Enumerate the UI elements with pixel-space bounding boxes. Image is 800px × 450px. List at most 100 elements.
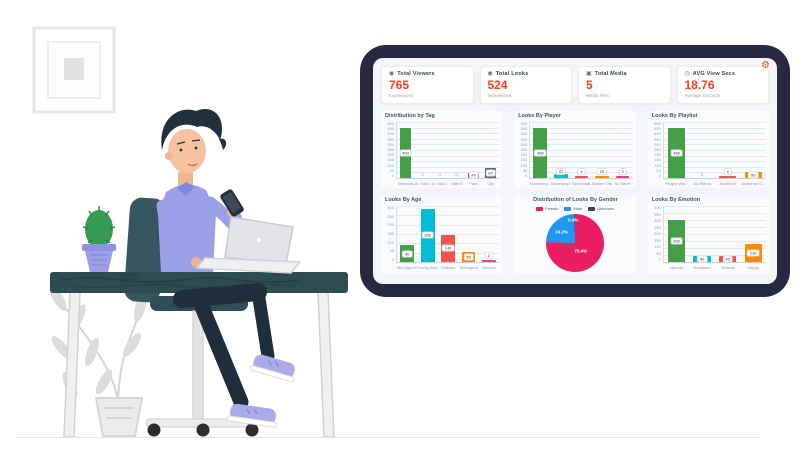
bar-slot: 0 xyxy=(414,122,431,178)
legend-item: Unknown xyxy=(588,206,614,211)
x-tick-label: Serious xyxy=(720,265,735,270)
y-tick-label: 300 xyxy=(654,218,661,223)
gridline xyxy=(397,138,500,140)
bar-slot: 4 xyxy=(715,122,741,178)
stat-sublabel: Impressions xyxy=(389,93,414,98)
stat-card-total-looks: ◉ Total Looks 524 Impressions xyxy=(479,66,572,104)
gridline xyxy=(397,234,500,235)
y-tick-label: 150 xyxy=(520,157,528,163)
bar-value-label: 37 xyxy=(555,168,567,175)
gridline xyxy=(663,220,766,221)
bar-slot: 0 xyxy=(448,122,465,178)
chart-title: Distribution by Tag xyxy=(385,113,435,119)
gridline xyxy=(530,166,633,168)
bar-slot: 2 xyxy=(479,206,499,262)
tablet-device: ⚙ ◉ Total Viewers 765 Impressions ◉ Tota… xyxy=(360,45,790,297)
gridline xyxy=(663,138,766,140)
y-axis: 500 450 400 350 300 250 200 150 100 50 0 xyxy=(384,122,396,178)
x-axis-labels: Mid Aged A...Young Adul...ChildrenTeenag… xyxy=(397,263,499,270)
stat-value: 18.76 xyxy=(684,78,715,92)
bar-slot: 450 xyxy=(397,122,414,178)
x-tick-label: Children xyxy=(440,265,456,270)
gridline xyxy=(530,144,633,146)
chart-looks-by-gender: Distribution of Looks By Gender Female Ma… xyxy=(514,195,636,274)
y-axis: 500 450 400 350 300 250 200 150 100 50 0 xyxy=(651,122,663,178)
y-tick-label: 0 xyxy=(658,172,661,178)
x-tick-label: Surprised xyxy=(693,265,711,270)
gridline xyxy=(663,166,766,168)
gridline xyxy=(397,206,500,207)
bar-value-label: 450 xyxy=(399,149,412,157)
stats-row: ◉ Total Viewers 765 Impressions ◉ Total … xyxy=(381,66,769,104)
y-tick-label: 150 xyxy=(654,157,661,163)
y-tick-label: 450 xyxy=(654,126,661,132)
x-tick-label: Tablet Nati... xyxy=(571,181,592,186)
gridline xyxy=(397,166,500,168)
bar: 450 xyxy=(667,127,686,178)
gridline xyxy=(663,213,766,214)
shoe xyxy=(226,403,278,428)
gridline xyxy=(397,172,500,174)
zero-value-label: 0 xyxy=(421,172,424,177)
bar: 50 xyxy=(744,171,762,179)
y-tick-label: 250 xyxy=(387,146,394,152)
floor-line xyxy=(16,437,760,438)
y-tick-label: 0 xyxy=(391,256,394,262)
gridline xyxy=(397,161,500,163)
y-tick-label: 450 xyxy=(520,126,528,132)
y-tick-label: 50 xyxy=(522,167,528,173)
picture-frame xyxy=(32,26,116,114)
gridline xyxy=(530,138,633,140)
eye-icon: ◉ xyxy=(389,71,395,77)
y-tick-label: 100 xyxy=(387,239,394,245)
stat-value: 765 xyxy=(389,78,410,92)
bar-value-label: 285 xyxy=(421,231,434,239)
y-tick-label: 500 xyxy=(654,121,661,126)
gridline xyxy=(663,206,766,207)
gridline xyxy=(397,224,500,226)
bar-value-label: 3 xyxy=(618,168,627,175)
y-tick-label: 400 xyxy=(520,131,528,137)
bar: 45 xyxy=(718,255,737,263)
bar: 3 xyxy=(615,168,630,178)
bar: 47 xyxy=(467,171,480,179)
y-tick-label: 200 xyxy=(654,152,661,158)
pie-slice-label: 24.2% xyxy=(555,229,569,235)
y-tick-label: 350 xyxy=(387,136,394,142)
gridline xyxy=(397,155,500,157)
bar: 145 xyxy=(441,234,456,262)
gridline xyxy=(663,161,766,163)
bar-slot: 20 xyxy=(592,122,613,178)
bar: 87 xyxy=(484,168,497,178)
stat-label: AVG View Secs xyxy=(692,71,736,77)
gridline xyxy=(663,133,766,135)
bar-slot: 450 xyxy=(664,122,690,178)
y-tick-label: 100 xyxy=(654,244,661,249)
bars-layer: 450 0 4 50 xyxy=(664,122,766,179)
gear-icon[interactable]: ⚙ xyxy=(761,60,770,71)
y-tick-label: 350 xyxy=(654,211,661,217)
bar-slot: 4 xyxy=(571,122,592,178)
pie-slice-label: 0.4% xyxy=(568,217,579,223)
zero-value-label: 0 xyxy=(438,172,441,177)
y-tick-label: 300 xyxy=(387,141,394,147)
plot-area: 450 0 4 50 xyxy=(662,122,766,179)
gridline xyxy=(663,227,766,228)
bars-layer: 450 0 0 0 47 87 xyxy=(397,122,499,179)
y-tick-label: 200 xyxy=(387,152,394,158)
bar: 450 xyxy=(533,127,548,178)
bar: 4 xyxy=(718,168,737,178)
gridline xyxy=(530,155,633,157)
zero-value-label: 0 xyxy=(455,172,458,177)
legend: Female Male Unknown xyxy=(517,206,633,211)
x-tick-label: Audience xyxy=(719,181,736,186)
bar: 4 xyxy=(574,168,589,178)
x-tick-label: Newyork xyxy=(397,181,414,186)
shoe xyxy=(249,354,295,383)
bar: 20 xyxy=(595,168,609,178)
bar: 55 xyxy=(461,251,476,262)
pie-slice-label: 75.4% xyxy=(574,248,588,254)
legend-item: Female xyxy=(536,206,558,211)
bar-slot: 90 xyxy=(397,206,417,262)
gridline xyxy=(397,215,500,217)
